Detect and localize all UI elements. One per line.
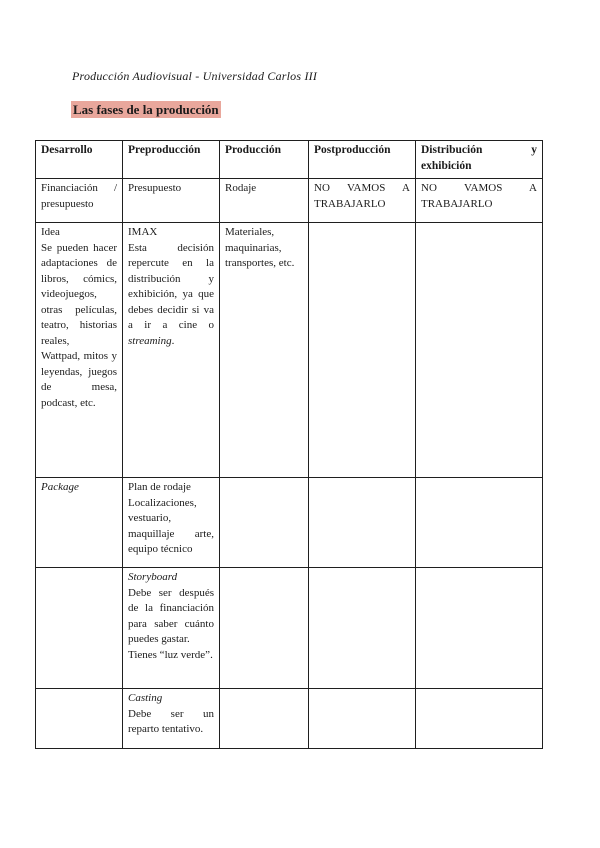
cell-title: Casting	[128, 692, 163, 704]
cell-title: Plan de rodaje	[128, 481, 191, 493]
production-phases-table: Desarrollo Preproducción Producción Post…	[35, 140, 543, 749]
cell-title: Package	[41, 481, 79, 493]
cell-financiacion-presupuesto: Financiación / presupuesto	[35, 178, 123, 223]
cell-empty	[219, 477, 309, 568]
cell-casting: Casting Debe ser un reparto tentativo.	[122, 688, 220, 749]
column-header-produccion: Producción	[219, 140, 309, 179]
cell-empty	[219, 567, 309, 689]
column-header-distribucion: Distribución y exhibición	[415, 140, 543, 179]
table-row: Casting Debe ser un reparto tentativo.	[35, 688, 543, 749]
cell-empty	[415, 477, 543, 568]
cell-paragraph: Debe ser después de la financiación para…	[128, 586, 214, 646]
cell-paragraph: Tienes “luz verde”.	[128, 648, 213, 661]
cell-paragraph: Debe ser un reparto tentativo.	[128, 707, 214, 736]
cell-paragraph: Esta decisión repercute en la distribuci…	[128, 241, 214, 350]
cell-rodaje: Rodaje	[219, 178, 309, 223]
cell-materiales: Materiales, maquinarias, transportes, et…	[219, 222, 309, 478]
cell-no-vamos-postproduccion: NO VAMOS A TRABAJARLO	[308, 178, 416, 223]
cell-empty	[35, 567, 123, 689]
cell-package: Package	[35, 477, 123, 568]
cell-empty	[415, 567, 543, 689]
cell-no-vamos-distribucion: NO VAMOS A TRABAJARLO	[415, 178, 543, 223]
cell-title: IMAX	[128, 226, 158, 238]
cell-imax: IMAX Esta decisión repercute en la distr…	[122, 222, 220, 478]
cell-empty	[308, 222, 416, 478]
table-row: Financiación / presupuesto Presupuesto R…	[35, 178, 543, 223]
cell-empty	[219, 688, 309, 749]
table-row: Idea Se pueden hacer adaptaciones de lib…	[35, 222, 543, 478]
section-heading: Las fases de la producción	[71, 101, 221, 118]
cell-storyboard: Storyboard Debe ser después de la financ…	[122, 567, 220, 689]
cell-empty	[308, 477, 416, 568]
cell-title: Idea	[41, 226, 60, 238]
text-run: Esta decisión repercute en la distribuci…	[128, 241, 214, 332]
doc-title: Producción Audiovisual - Universidad Car…	[72, 69, 318, 83]
header-row: Desarrollo Preproducción Producción Post…	[35, 140, 543, 179]
cell-idea: Idea Se pueden hacer adaptaciones de lib…	[35, 222, 123, 478]
column-header-postproduccion: Postproducción	[308, 140, 416, 179]
cell-empty	[308, 567, 416, 689]
cell-paragraph: Localizaciones, vestuario, maquillaje ar…	[128, 496, 214, 556]
table-row: Package Plan de rodaje Localizaciones, v…	[35, 477, 543, 568]
cell-title: Storyboard	[128, 571, 178, 583]
cell-paragraph: Se pueden hacer adaptaciones de libros, …	[41, 241, 117, 347]
cell-paragraph: Wattpad, mitos y leyendas, juegos de mes…	[41, 350, 117, 409]
table-row: Storyboard Debe ser después de la financ…	[35, 567, 543, 689]
cell-empty	[308, 688, 416, 749]
cell-empty	[415, 222, 543, 478]
text-run: .	[171, 334, 175, 347]
text-run-italic: streaming	[128, 334, 172, 347]
cell-presupuesto: Presupuesto	[122, 178, 220, 223]
column-header-preproduccion: Preproducción	[122, 140, 220, 179]
cell-plan-de-rodaje: Plan de rodaje Localizaciones, vestuario…	[122, 477, 220, 568]
cell-empty	[35, 688, 123, 749]
column-header-desarrollo: Desarrollo	[35, 140, 123, 179]
cell-empty	[415, 688, 543, 749]
